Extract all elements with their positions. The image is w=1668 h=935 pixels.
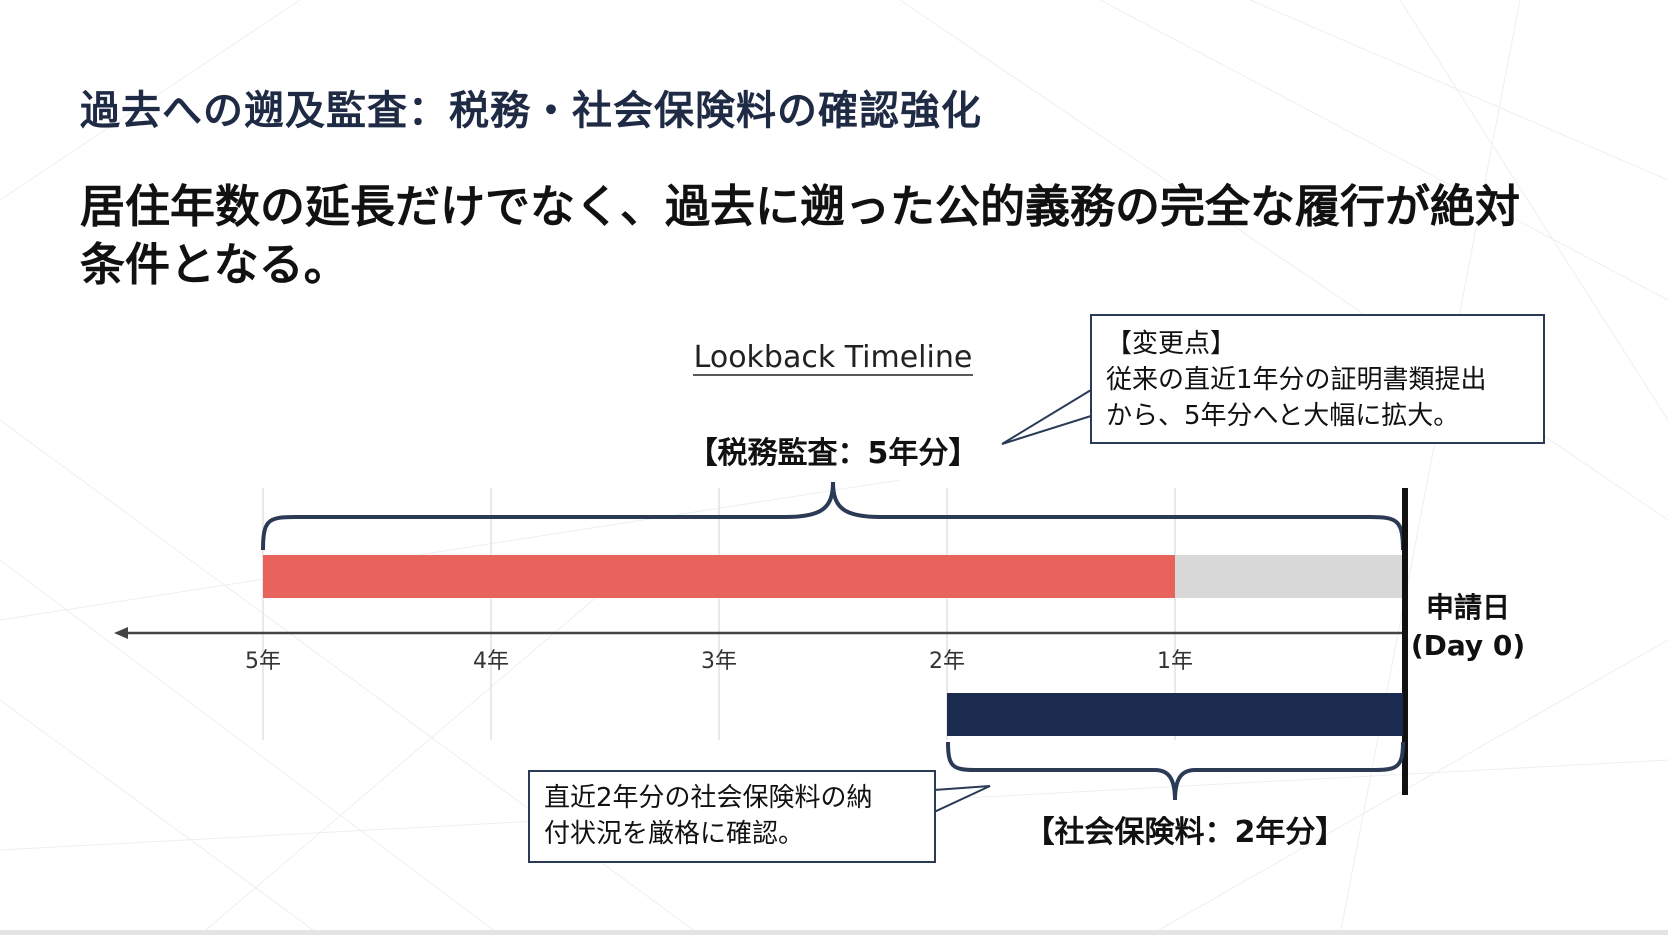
application-date-day-zero: (Day 0) [1411, 629, 1525, 662]
footer-divider [0, 930, 1668, 935]
timeline-axis-arrow-icon [114, 627, 128, 639]
timeline-tick-label: 4年 [473, 649, 509, 674]
timeline-tick-labels: 5年 4年 3年 2年 1年 [245, 649, 1193, 674]
application-date-label: 申請日 [1426, 591, 1510, 624]
timeline-heading: Lookback Timeline [694, 340, 973, 375]
change-point-callout: 【変更点】 従来の直近1年分の証明書類提出 から、5年分へと大幅に拡大。 [1090, 314, 1545, 444]
social-insurance-bar [947, 693, 1403, 736]
callout-bottom-line: 付状況を厳格に確認。 [544, 819, 805, 849]
callout-top-pointer [1001, 388, 1092, 445]
timeline-tick-label: 2年 [929, 649, 965, 674]
social-insurance-callout: 直近2年分の社会保険料の納 付状況を厳格に確認。 [528, 770, 936, 863]
callout-bottom-pointer [933, 785, 991, 814]
callout-top-line: 従来の直近1年分の証明書類提出 [1106, 365, 1487, 395]
tax-audit-bar [263, 555, 1175, 598]
timeline-tick-label: 3年 [701, 649, 737, 674]
callout-top-heading: 【変更点】 [1106, 329, 1237, 359]
callout-top-line: から、5年分へと大幅に拡大。 [1106, 401, 1460, 431]
callout-bottom-line: 直近2年分の社会保険料の納 [544, 783, 873, 813]
page-subtitle: 居住年数の延長だけでなく、過去に遡った公的義務の完全な履行が絶対条件となる。 [80, 180, 1521, 291]
timeline-tick-label: 5年 [245, 649, 281, 674]
social-insurance-label: 【社会保険料：2年分】 [1025, 815, 1346, 850]
tax-audit-label: 【税務監査：5年分】 [688, 436, 979, 471]
tax-audit-bracket [261, 481, 1405, 551]
timeline-tick-label: 1年 [1157, 649, 1193, 674]
page-title: 過去への遡及監査：税務・社会保険料の確認強化 [80, 88, 982, 134]
social-insurance-bracket [946, 741, 1405, 801]
